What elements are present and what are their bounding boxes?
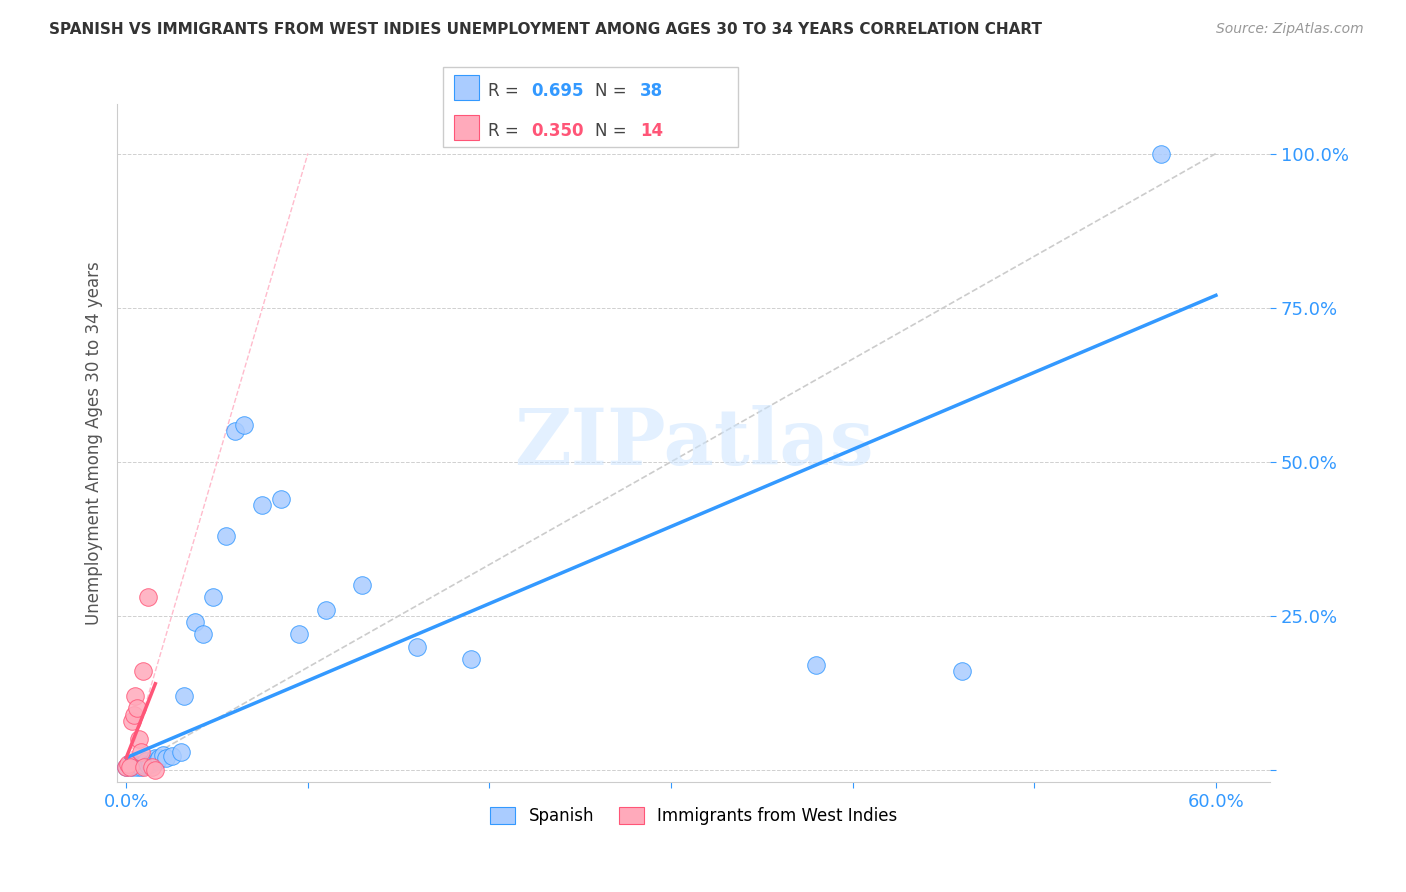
- Point: [115, 760, 138, 774]
- Point: [131, 756, 153, 771]
- Point: [252, 498, 274, 512]
- Point: [224, 424, 246, 438]
- Point: [117, 756, 139, 771]
- Text: R =: R =: [488, 82, 524, 100]
- Text: 38: 38: [640, 82, 662, 100]
- Point: [1150, 146, 1173, 161]
- Point: [136, 591, 159, 605]
- Point: [148, 750, 170, 764]
- Point: [135, 754, 157, 768]
- Point: [121, 760, 143, 774]
- Text: SPANISH VS IMMIGRANTS FROM WEST INDIES UNEMPLOYMENT AMONG AGES 30 TO 34 YEARS CO: SPANISH VS IMMIGRANTS FROM WEST INDIES U…: [49, 22, 1042, 37]
- Point: [191, 627, 214, 641]
- Point: [142, 754, 165, 768]
- Text: 0.695: 0.695: [531, 82, 583, 100]
- Point: [460, 652, 482, 666]
- Y-axis label: Unemployment Among Ages 30 to 34 years: Unemployment Among Ages 30 to 34 years: [86, 261, 103, 625]
- Point: [152, 747, 174, 762]
- Point: [115, 760, 138, 774]
- Point: [160, 749, 183, 764]
- Point: [315, 603, 337, 617]
- Point: [288, 627, 311, 641]
- Text: N =: N =: [595, 122, 631, 140]
- Point: [129, 760, 152, 774]
- Point: [118, 756, 141, 771]
- Point: [127, 701, 149, 715]
- Point: [202, 591, 225, 605]
- Point: [405, 640, 427, 654]
- Text: Source: ZipAtlas.com: Source: ZipAtlas.com: [1216, 22, 1364, 37]
- Point: [139, 756, 162, 771]
- Text: R =: R =: [488, 122, 524, 140]
- Point: [122, 758, 145, 772]
- Point: [128, 732, 150, 747]
- Point: [233, 417, 256, 432]
- Point: [950, 665, 973, 679]
- Point: [121, 714, 143, 728]
- Point: [155, 750, 177, 764]
- Point: [143, 750, 166, 764]
- Point: [270, 491, 292, 506]
- Point: [131, 665, 153, 679]
- Point: [146, 754, 169, 768]
- Point: [122, 707, 145, 722]
- Point: [184, 615, 207, 629]
- Point: [124, 756, 146, 771]
- Point: [170, 745, 193, 759]
- Point: [352, 578, 374, 592]
- Point: [129, 745, 152, 759]
- Point: [128, 758, 150, 772]
- Point: [215, 529, 238, 543]
- Point: [127, 760, 149, 774]
- Text: ZIPatlas: ZIPatlas: [515, 405, 873, 482]
- Point: [173, 689, 195, 703]
- Text: 14: 14: [640, 122, 662, 140]
- Point: [124, 689, 146, 703]
- Point: [806, 658, 828, 673]
- Point: [143, 763, 166, 777]
- Point: [134, 758, 156, 772]
- Point: [134, 760, 156, 774]
- Legend: Spanish, Immigrants from West Indies: Spanish, Immigrants from West Indies: [484, 800, 904, 831]
- Text: N =: N =: [595, 82, 631, 100]
- Point: [118, 760, 141, 774]
- Point: [136, 758, 159, 772]
- Point: [141, 760, 163, 774]
- Text: 0.350: 0.350: [531, 122, 583, 140]
